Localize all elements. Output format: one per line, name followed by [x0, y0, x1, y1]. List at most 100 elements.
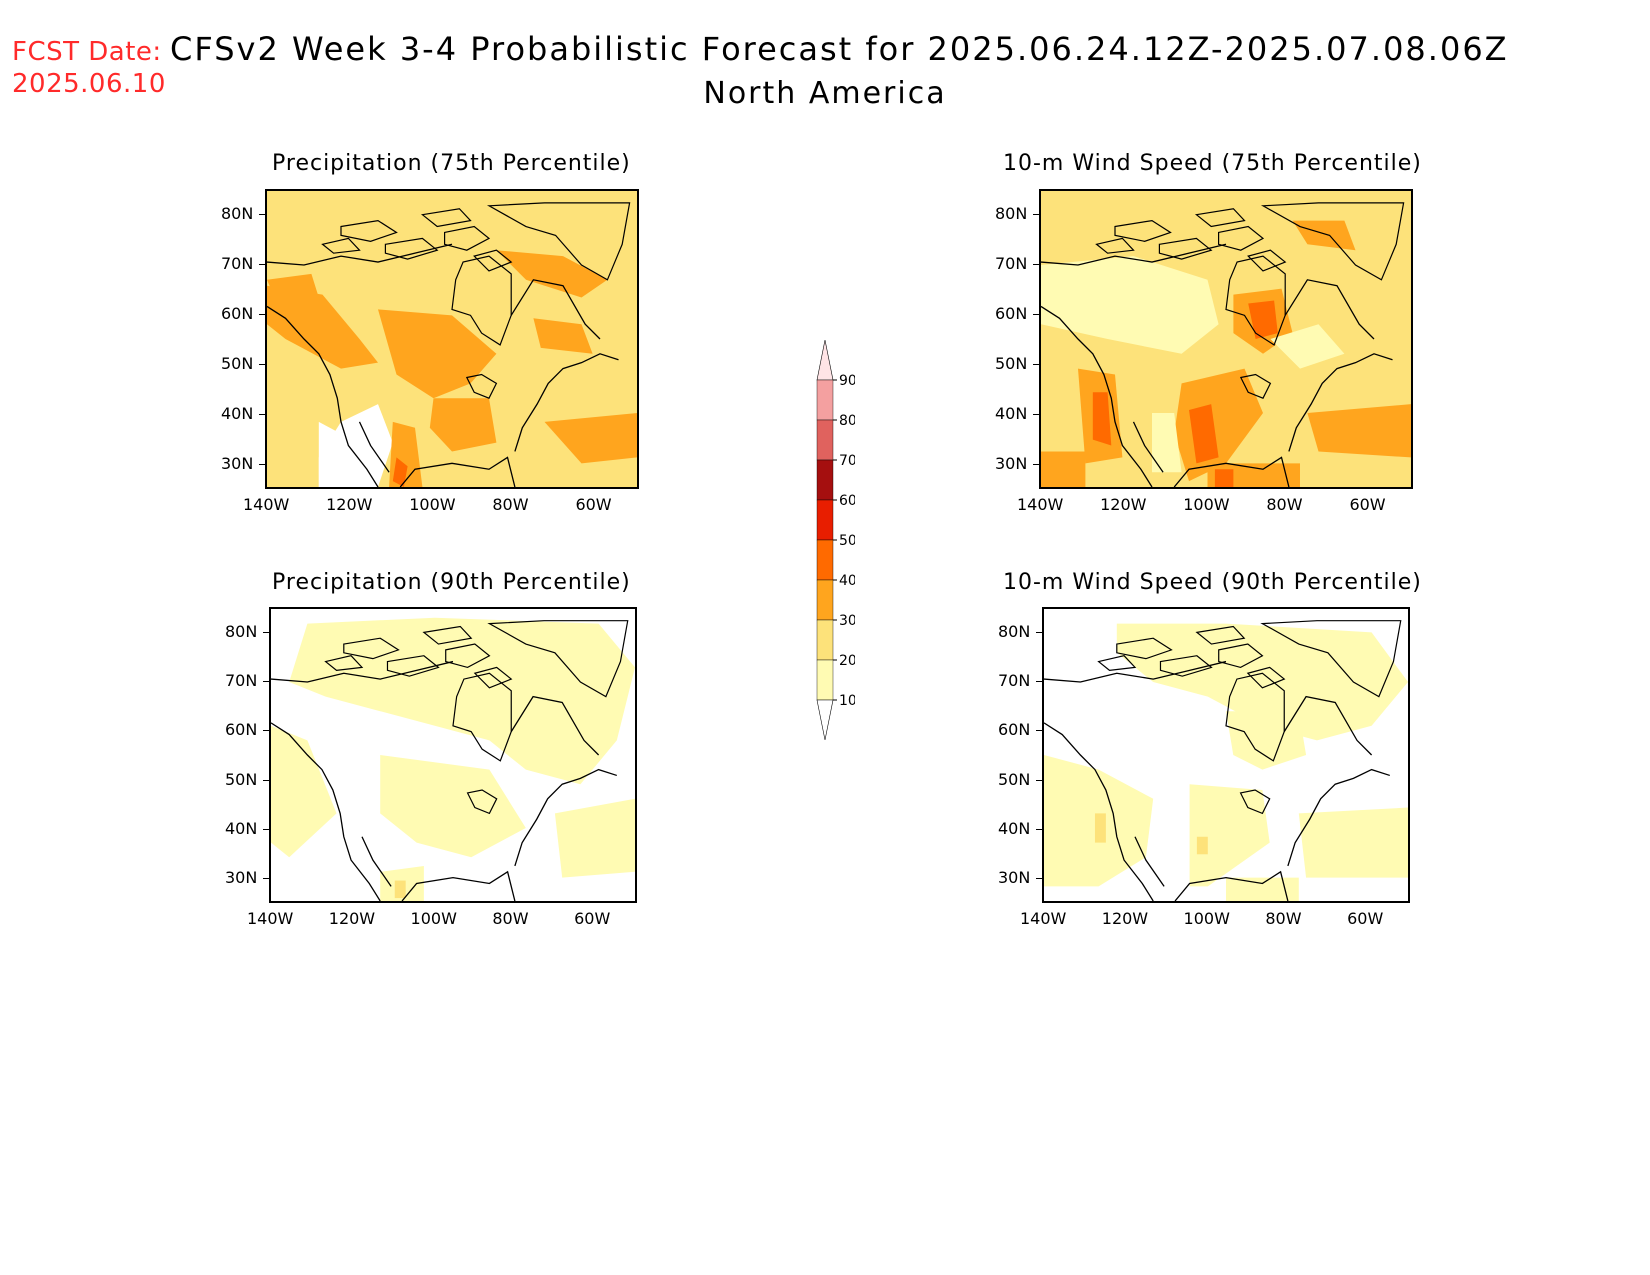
shade-area — [1094, 813, 1106, 843]
lon-tick-label: 140W — [1017, 495, 1064, 514]
coast-arcticCoast — [271, 660, 454, 683]
lat-tick-mark — [263, 681, 269, 682]
shade-area — [429, 398, 497, 452]
shade-area — [554, 798, 635, 878]
colorbar-cap-top — [816, 339, 834, 381]
coast-mexGulf — [401, 870, 516, 901]
lat-tick-mark — [1036, 779, 1042, 781]
coast-lakes — [1239, 373, 1272, 399]
lon-tick-label: 80W — [1266, 495, 1303, 514]
lat-tick-mark — [1033, 464, 1039, 465]
colorbar-segment — [816, 379, 834, 421]
coast-island — [1095, 237, 1135, 254]
lon-tick-label: 80W — [492, 495, 529, 514]
shade-area — [1214, 469, 1234, 487]
lat-tick-label: 80N — [995, 204, 1028, 223]
coast-westCoast — [1041, 305, 1153, 487]
lon-tick-label: 60W — [1347, 909, 1384, 928]
lat-tick-label: 70N — [998, 671, 1031, 690]
coast-greenland — [1260, 620, 1402, 698]
coast-island — [1246, 666, 1286, 689]
lat-tick-mark — [259, 314, 265, 315]
lon-tick-label: 140W — [243, 495, 290, 514]
coast-mexGulf — [399, 456, 516, 487]
shade-area — [1041, 451, 1086, 487]
shade-area — [380, 755, 526, 858]
map-canvas — [267, 191, 637, 487]
lat-tick-mark — [263, 631, 269, 633]
coast-island — [422, 625, 473, 645]
lat-tick-label: 30N — [995, 454, 1028, 473]
coast-island — [1218, 643, 1264, 669]
lon-tick-label: 120W — [326, 495, 373, 514]
coast-island — [324, 655, 364, 671]
coast-island — [444, 225, 491, 251]
lat-tick-mark — [1036, 730, 1042, 732]
lon-tick-label: 80W — [1265, 909, 1302, 928]
shade-area — [289, 617, 635, 785]
colorbar-cap-bottom — [816, 699, 834, 741]
colorbar-label: 40 — [839, 573, 855, 589]
shade-area — [378, 309, 497, 399]
lat-tick-mark — [1036, 631, 1042, 633]
lon-tick-label: 100W — [1183, 495, 1230, 514]
map-precip-90 — [269, 607, 637, 903]
coast-baja — [358, 421, 390, 473]
shade-area — [1041, 256, 1219, 354]
lon-tick-label: 80W — [492, 909, 529, 928]
page-title: CFSv2 Week 3-4 Probabilistic Forecast fo… — [170, 30, 1509, 68]
lon-tick-label: 100W — [409, 495, 456, 514]
fcst-date-block: FCST Date: 2025.06.10 — [12, 36, 166, 100]
panel-title-wind-75: 10-m Wind Speed (75th Percentile) — [1003, 151, 1422, 176]
lat-tick-label: 70N — [221, 254, 254, 273]
coast-lakes — [465, 373, 498, 399]
shade-area — [1248, 300, 1278, 339]
coast-island — [473, 666, 513, 689]
coast-baja — [1134, 836, 1165, 887]
lon-tick-label: 120W — [328, 909, 376, 928]
lat-tick-mark — [1036, 829, 1042, 830]
lat-tick-mark — [1033, 214, 1039, 215]
coast-eastCoast — [514, 768, 617, 867]
shade-area — [1307, 404, 1411, 458]
panel-title-precip-75: Precipitation (75th Percentile) — [272, 151, 631, 176]
lat-tick-label: 40N — [995, 404, 1028, 423]
lat-tick-mark — [1033, 264, 1039, 265]
colorbar: 10 20 30 40 50 60 70 80 90 — [795, 330, 857, 754]
coast-hudson — [1225, 672, 1285, 762]
lat-tick-label: 60N — [998, 720, 1031, 740]
coast-greenland — [486, 202, 631, 281]
lat-tick-mark — [263, 829, 269, 830]
lat-tick-label: 40N — [998, 819, 1031, 838]
lat-tick-label: 70N — [995, 254, 1028, 273]
colorbar-label: 80 — [839, 413, 855, 429]
lat-tick-mark — [259, 464, 265, 465]
lon-tick-label: 140W — [247, 909, 294, 928]
fcst-date: 2025.06.10 — [12, 69, 166, 99]
shade-area — [1152, 413, 1182, 473]
lat-tick-mark — [259, 264, 265, 265]
lat-tick-mark — [263, 730, 269, 732]
colorbar-svg: 10 20 30 40 50 60 70 80 90 — [816, 339, 857, 741]
lat-tick-label: 30N — [225, 868, 258, 888]
lat-tick-mark — [1036, 878, 1042, 880]
lat-tick-mark — [259, 214, 265, 215]
coast-westCoast — [267, 305, 379, 487]
shade-area — [533, 318, 593, 354]
lat-tick-label: 50N — [221, 354, 254, 373]
coast-island — [384, 237, 439, 260]
coast-island — [343, 637, 400, 660]
coast-arcticCoast — [267, 243, 453, 266]
shade-area — [1226, 877, 1299, 901]
coast-westCoast — [1044, 722, 1154, 901]
coast-greenland — [1260, 202, 1405, 281]
lon-tick-label: 100W — [1183, 909, 1230, 928]
lon-tick-label: 60W — [575, 495, 612, 514]
shade-area — [1270, 324, 1345, 369]
coast-island — [386, 655, 440, 677]
shade-area — [392, 457, 408, 487]
colorbar-segment — [816, 659, 834, 701]
coast-labrador — [1283, 695, 1373, 756]
colorbar-segment — [816, 539, 834, 581]
coast-island — [1247, 249, 1287, 272]
